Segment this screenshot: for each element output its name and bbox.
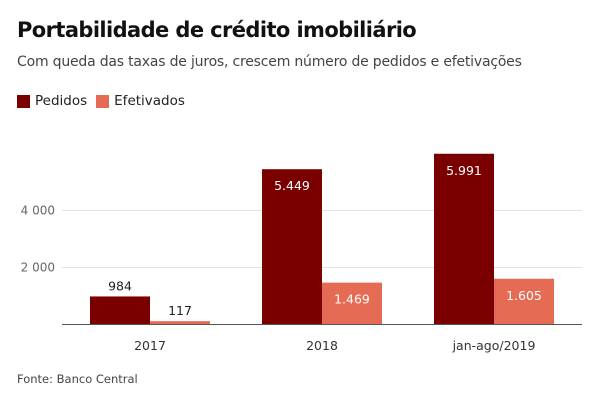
data-label: 1.605 bbox=[506, 288, 542, 303]
data-label: 5.449 bbox=[274, 178, 310, 193]
legend-item-pedidos: Pedidos bbox=[17, 93, 87, 109]
bar-pedidos bbox=[90, 296, 150, 325]
legend-label: Pedidos bbox=[35, 93, 88, 109]
bar-efetivados bbox=[150, 321, 210, 325]
chart-subtitle: Com queda das taxas de juros, crescem nú… bbox=[17, 54, 522, 70]
data-label: 984 bbox=[108, 278, 132, 293]
legend-label: Efetivados bbox=[114, 93, 185, 109]
legend-swatch-efetivados bbox=[96, 94, 110, 108]
legend-item-efetivados: Efetivados bbox=[96, 93, 185, 109]
chart-title: Portabilidade de crédito imobiliário bbox=[17, 18, 417, 42]
data-label: 5.991 bbox=[446, 163, 482, 178]
legend: Pedidos Efetivados bbox=[17, 93, 194, 109]
bar-efetivados bbox=[322, 282, 382, 325]
y-tick-label: 4 000 bbox=[21, 204, 55, 218]
x-tick-label: 2017 bbox=[134, 338, 166, 353]
bar-efetivados bbox=[494, 278, 554, 325]
data-label: 1.469 bbox=[334, 292, 370, 307]
bar-pedidos bbox=[434, 153, 494, 325]
legend-swatch-pedidos bbox=[17, 94, 30, 108]
data-label: 117 bbox=[168, 303, 192, 318]
y-tick-label: 2 000 bbox=[21, 261, 55, 275]
source-note: Fonte: Banco Central bbox=[17, 372, 138, 386]
bar-pedidos bbox=[262, 169, 322, 325]
x-tick-label: 2018 bbox=[306, 338, 338, 353]
x-tick-label: jan-ago/2019 bbox=[452, 338, 536, 353]
